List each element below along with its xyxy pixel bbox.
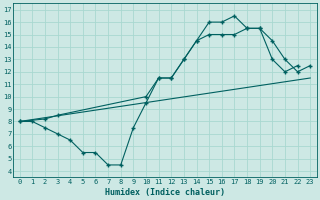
X-axis label: Humidex (Indice chaleur): Humidex (Indice chaleur) [105,188,225,197]
